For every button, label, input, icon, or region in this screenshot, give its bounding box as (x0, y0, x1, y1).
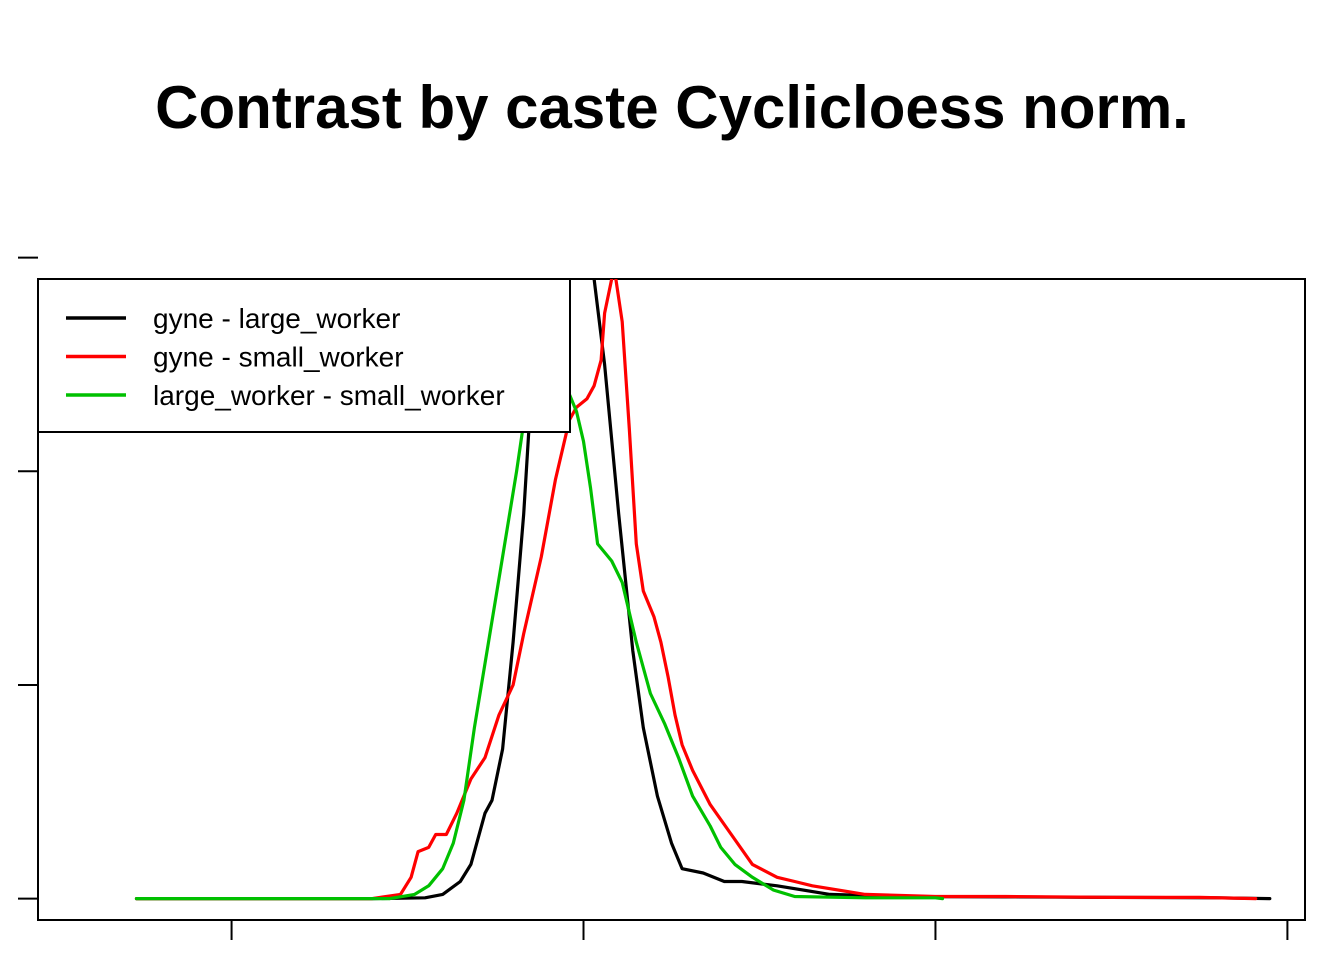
plot-frame (37, 278, 1306, 921)
series-line-1 (134, 279, 1272, 901)
series-line-2 (134, 279, 1258, 901)
chart-title: Contrast by caste Cyclicloess norm. (155, 74, 1189, 141)
legend-label-2: gyne - small_worker (153, 342, 404, 373)
legend-box (37, 278, 571, 433)
series-line-3 (134, 341, 945, 901)
legend-label-3: large_worker - small_worker (153, 380, 505, 411)
legend-label-1: gyne - large_worker (153, 303, 400, 334)
